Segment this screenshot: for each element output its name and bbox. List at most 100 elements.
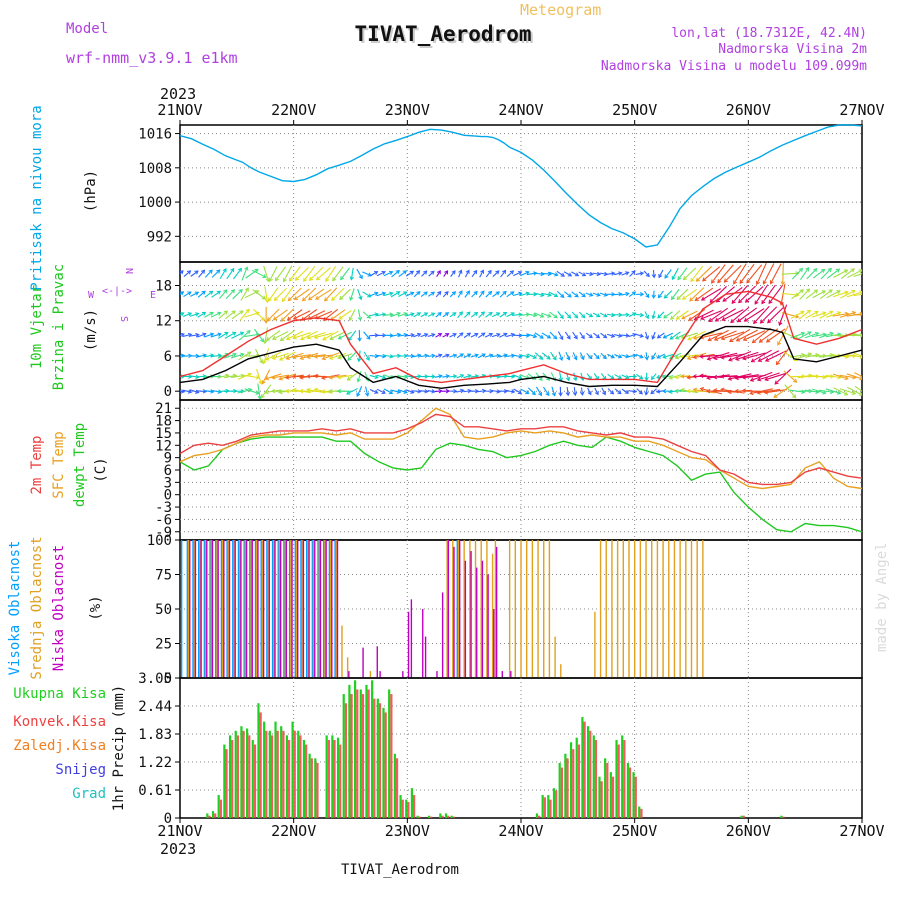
wind-arrow xyxy=(614,272,622,276)
wind-arrow xyxy=(534,292,544,297)
wind-arrow-head xyxy=(686,355,692,361)
y-tick-label: 0 xyxy=(164,811,172,827)
wind-arrow xyxy=(534,332,544,339)
wind-arrow-head xyxy=(866,377,869,380)
wind-arrow-head xyxy=(339,295,344,301)
wind-arrow-head xyxy=(546,334,552,339)
wind-arrow xyxy=(203,333,214,338)
wind-arrow xyxy=(348,330,357,341)
wind-arrow-head xyxy=(632,374,638,379)
wind-arrow-head xyxy=(438,353,443,358)
wind-arrow-head xyxy=(712,374,718,380)
wind-arrow xyxy=(485,312,493,318)
compass-center: <-|-> xyxy=(102,286,132,297)
wind-arrow-head xyxy=(750,358,755,363)
precip-total-bar xyxy=(336,737,340,818)
precip-conv-bar xyxy=(384,712,387,818)
wind-arrow xyxy=(182,375,192,378)
wind-arrow-head xyxy=(438,388,443,394)
wind-arrow-head xyxy=(651,274,657,279)
wind-arrow-head xyxy=(261,380,266,385)
legend-total: Ukupna Kisa xyxy=(13,686,106,702)
wind-arrow xyxy=(427,354,435,357)
wind-arrow-head xyxy=(321,356,326,361)
wind-arrow-head xyxy=(859,376,862,381)
wind-arrow xyxy=(218,310,228,319)
wind-arrow-head xyxy=(624,389,630,394)
precip-conv-bar xyxy=(231,739,234,818)
wind-arrow xyxy=(758,350,780,362)
wind-arrow xyxy=(369,388,378,394)
wind-arrow xyxy=(292,354,312,358)
wind-arrow-head xyxy=(431,353,436,359)
wind-arrow-head xyxy=(821,290,827,295)
wind-arrow xyxy=(840,268,855,279)
wind-arrow xyxy=(600,352,607,360)
wind-arrow xyxy=(436,270,441,277)
wind-arrow-head xyxy=(180,270,184,275)
wind-arrow xyxy=(628,291,636,298)
precip-total-bar xyxy=(228,735,232,818)
wind-arrow xyxy=(322,330,339,341)
wind-arrow xyxy=(338,331,352,340)
precip-conv-bar xyxy=(248,735,251,818)
wind-arrow xyxy=(506,270,514,278)
wind-arrow xyxy=(818,332,834,339)
legend-hail: Grad xyxy=(72,786,106,802)
y-tick-label: -9 xyxy=(155,525,172,541)
wind-arrow xyxy=(224,374,237,379)
compass-west: W xyxy=(88,290,95,301)
precip-total-bar xyxy=(410,788,414,818)
wind-arrow xyxy=(764,389,788,394)
legend-strat: Zaledj.Kisa xyxy=(13,738,106,754)
wind-arrow xyxy=(287,309,303,321)
wind-arrow xyxy=(329,374,347,379)
wind-arrow-head xyxy=(859,333,862,338)
wind-arrow-head xyxy=(671,275,676,281)
wind-arrow xyxy=(217,374,229,379)
wind-arrow xyxy=(799,288,810,300)
wind-arrow-head xyxy=(298,388,304,394)
wind-arrow-head xyxy=(285,336,291,341)
wind-arrow-head xyxy=(843,269,849,274)
wind-arrow xyxy=(505,354,515,358)
wind-arrow xyxy=(696,265,713,282)
wind-arrow xyxy=(676,310,689,320)
wind-arrow xyxy=(316,267,331,281)
wind-arrow-head xyxy=(610,333,616,338)
wind-arrow xyxy=(559,372,562,381)
wind-arrow-head xyxy=(670,315,675,320)
wind-arrow xyxy=(527,353,537,359)
wind-arrow-head xyxy=(762,280,767,285)
precip-total-bar xyxy=(638,806,641,818)
wind-arrow-head xyxy=(223,289,228,294)
wind-arrow xyxy=(265,351,281,361)
wind-arrow-head xyxy=(320,389,326,394)
wind-arrow-head xyxy=(254,268,259,273)
precip-total-bar xyxy=(348,684,351,818)
wind-arrow-head xyxy=(194,291,200,296)
wind-arrow-head xyxy=(759,319,765,324)
wind-arrow-head xyxy=(644,391,649,396)
wind-arrow-head xyxy=(533,271,538,276)
wind-arrow xyxy=(362,311,371,319)
wind-arrow-head xyxy=(700,315,705,321)
wind-arrow-head xyxy=(777,341,782,346)
wind-arrow-head xyxy=(473,312,479,317)
wind-arrow xyxy=(600,373,607,380)
temp-2m-line xyxy=(179,413,863,486)
wind-arrow-head xyxy=(792,394,797,399)
wind-arrow xyxy=(550,351,557,361)
wind-arrow-head xyxy=(438,374,443,379)
wind-arrow-head xyxy=(692,335,698,340)
wind-arrow-head xyxy=(764,376,769,382)
precip-conv-bar xyxy=(287,739,291,818)
wind-arrow xyxy=(797,353,812,359)
y-tick-label: 1.22 xyxy=(138,755,172,771)
wind-arrow xyxy=(707,329,729,341)
wind-arrow-head xyxy=(574,272,580,277)
wind-arrow xyxy=(541,292,552,296)
wind-arrow-head xyxy=(589,292,594,297)
precip-total-bar xyxy=(598,776,601,818)
wind-arrow-head xyxy=(539,355,544,360)
